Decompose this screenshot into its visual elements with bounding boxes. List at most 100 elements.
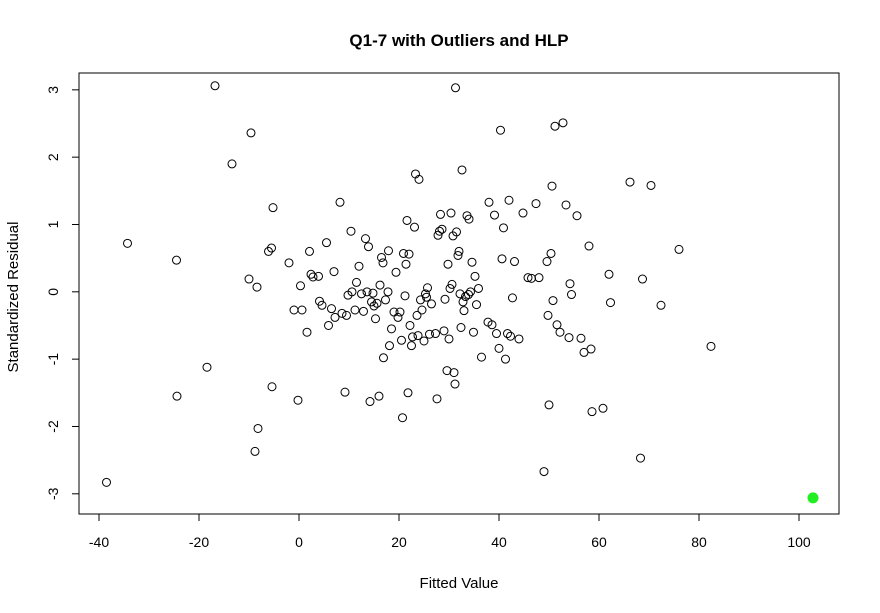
data-point — [636, 453, 645, 463]
data-point — [469, 327, 478, 337]
data-point — [395, 307, 405, 317]
data-point — [352, 277, 361, 287]
data-point — [264, 246, 273, 256]
data-point — [123, 238, 132, 248]
y-tick-label: -2 — [45, 420, 61, 433]
data-point — [324, 320, 333, 330]
y-tick-label: -3 — [45, 487, 61, 500]
data-point — [474, 283, 483, 293]
data-point — [604, 269, 614, 279]
data-point — [467, 257, 477, 267]
data-point — [561, 200, 571, 210]
data-point — [446, 208, 456, 218]
data-point — [268, 203, 278, 213]
data-point — [250, 446, 260, 456]
data-point — [284, 258, 294, 268]
data-point — [472, 300, 481, 310]
data-point — [385, 341, 394, 351]
data-point — [422, 292, 431, 302]
y-tick-label: 1 — [45, 220, 61, 228]
data-point — [368, 288, 378, 298]
data-point — [342, 310, 351, 320]
data-point — [440, 294, 450, 304]
data-point — [452, 227, 461, 237]
data-point — [391, 267, 401, 277]
data-point — [497, 254, 507, 264]
data-point — [496, 125, 505, 135]
data-point — [346, 226, 356, 236]
y-tick-label: 3 — [45, 86, 61, 94]
data-point — [397, 335, 406, 345]
data-point — [407, 341, 416, 351]
data-point — [293, 395, 303, 405]
data-point — [416, 295, 425, 305]
data-point — [365, 397, 375, 407]
data-point — [427, 299, 436, 309]
data-point — [330, 312, 340, 322]
data-point — [374, 391, 384, 401]
data-point — [410, 222, 419, 232]
data-point — [393, 312, 403, 322]
data-point — [384, 246, 393, 256]
data-point — [399, 248, 408, 258]
data-point — [381, 295, 390, 305]
data-point — [564, 333, 574, 343]
data-point — [354, 261, 364, 271]
x-tick-label: 60 — [591, 534, 607, 550]
data-point — [514, 334, 524, 344]
data-point — [542, 257, 552, 267]
data-point — [523, 273, 533, 283]
data-point — [543, 310, 553, 320]
data-point — [706, 341, 716, 351]
data-point — [674, 244, 684, 254]
data-point — [449, 368, 459, 378]
data-point — [414, 174, 424, 184]
data-point — [379, 353, 388, 363]
data-point — [402, 215, 412, 225]
data-point — [403, 388, 413, 398]
data-point — [457, 165, 467, 175]
data-point — [534, 273, 544, 283]
data-point — [308, 272, 318, 282]
data-point — [252, 282, 262, 292]
data-point — [419, 336, 429, 346]
plot-frame — [78, 72, 840, 515]
x-tick-label: 40 — [491, 534, 507, 550]
data-point — [102, 477, 111, 487]
data-point — [439, 326, 449, 336]
data-point — [456, 323, 466, 333]
data-point — [576, 333, 586, 343]
y-tick-label: 0 — [45, 288, 61, 296]
x-axis-label: Fitted Value — [420, 575, 499, 592]
data-point — [466, 287, 475, 297]
data-point — [510, 257, 519, 267]
data-point — [361, 234, 370, 244]
data-point — [442, 366, 452, 376]
data-point — [490, 210, 499, 220]
data-point — [210, 81, 220, 91]
data-point — [435, 226, 444, 236]
data-point — [565, 279, 575, 289]
data-point — [347, 287, 357, 297]
data-point — [445, 283, 455, 293]
data-point — [337, 308, 347, 318]
data-point — [646, 180, 656, 190]
data-point — [305, 246, 314, 256]
data-point — [494, 343, 504, 353]
data-point — [454, 246, 464, 256]
data-point — [172, 255, 181, 265]
data-point — [492, 329, 501, 339]
data-point — [606, 298, 615, 308]
data-point — [400, 291, 410, 301]
data-point — [267, 243, 276, 253]
data-point — [329, 267, 339, 277]
x-tick-label: 100 — [787, 534, 811, 550]
data-point — [555, 327, 565, 337]
data-point — [484, 197, 494, 207]
data-point — [357, 289, 366, 299]
data-point — [598, 403, 608, 413]
data-point — [531, 199, 541, 209]
data-point — [327, 304, 336, 314]
data-point — [587, 407, 597, 417]
